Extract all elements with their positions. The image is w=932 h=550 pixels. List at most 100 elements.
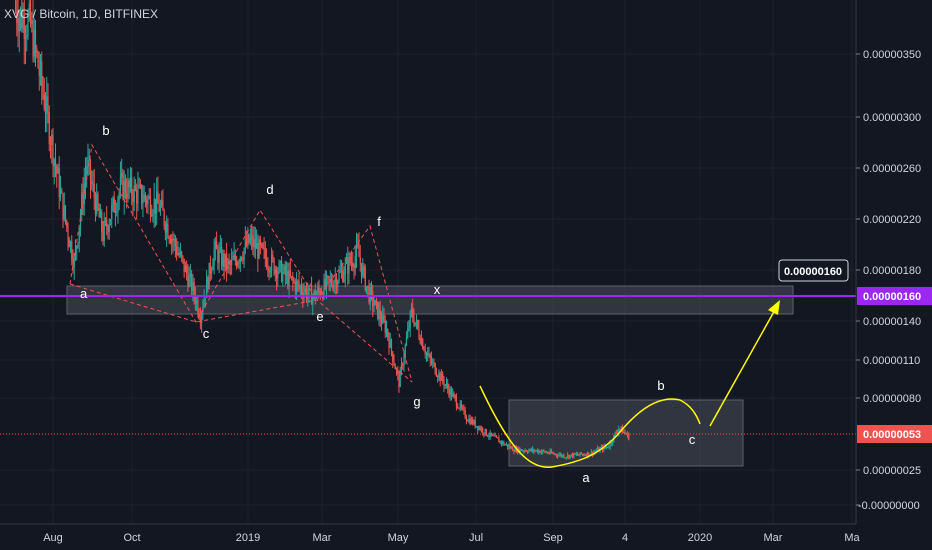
candle-body	[428, 354, 430, 356]
candle-body	[159, 205, 162, 212]
candle-body	[255, 242, 258, 249]
candle-body	[113, 197, 115, 213]
candle-body	[392, 351, 394, 362]
candle-body	[118, 192, 120, 200]
candle-body	[84, 174, 87, 184]
candle-body	[354, 256, 356, 268]
candle-body	[246, 239, 248, 246]
candle-body	[470, 419, 473, 424]
candle-body	[193, 282, 195, 296]
projection-curve[interactable]	[479, 385, 701, 469]
candle-body	[333, 282, 335, 289]
candle-body	[402, 364, 404, 366]
candle-body	[357, 244, 359, 246]
candle-body	[154, 198, 157, 214]
candle-body	[418, 327, 420, 338]
price-callout[interactable]: 0.00000160	[778, 259, 849, 282]
candle-body	[221, 246, 223, 267]
candle-body	[586, 452, 589, 457]
candle-body	[295, 280, 298, 292]
candle-body	[405, 337, 408, 346]
candle-body	[342, 270, 344, 282]
candle-body	[520, 449, 522, 451]
candle-body	[28, 3, 30, 16]
wave-label-g: g	[413, 394, 420, 409]
candle-body	[530, 448, 532, 451]
candle-body	[252, 235, 254, 248]
candle-body	[573, 453, 575, 457]
candle-body	[445, 383, 448, 385]
candle-body	[152, 213, 154, 216]
candle-body	[557, 455, 559, 457]
candle-body	[243, 248, 245, 260]
time-axis[interactable]: Aug Oct 2019 Mar May Jul Sep 4 2020 Mar …	[0, 523, 861, 544]
candle-body	[189, 273, 191, 276]
candle-body	[409, 311, 411, 328]
candle-body	[619, 428, 621, 430]
candle-body	[171, 238, 173, 243]
candle-body	[319, 290, 321, 296]
candle-body	[18, 17, 20, 32]
candle-body	[56, 166, 58, 174]
candle-body	[133, 185, 135, 203]
last-price-tag	[857, 425, 932, 443]
candle-body	[68, 239, 70, 248]
candle-body	[260, 243, 263, 246]
candle-body	[91, 181, 93, 184]
candle-body	[364, 267, 366, 291]
candle-body	[121, 172, 123, 178]
candle-body	[596, 448, 599, 451]
resistance-zone-box[interactable]	[66, 285, 794, 315]
candle-body	[32, 20, 34, 57]
candle-body	[454, 395, 456, 398]
candle-body	[101, 211, 103, 232]
wave-label-b: b	[102, 123, 109, 138]
candle-body	[417, 320, 419, 328]
candle-body	[349, 256, 351, 263]
candle-body	[624, 431, 626, 434]
candle-body	[112, 197, 114, 206]
candle-body	[448, 388, 450, 396]
candle-body	[134, 185, 137, 190]
candle-body	[598, 448, 600, 452]
candle-body	[499, 441, 501, 443]
candle-body	[335, 278, 338, 288]
projection-arrow[interactable]	[709, 307, 777, 427]
candle-body	[174, 238, 177, 247]
wave-label-d: d	[266, 182, 273, 197]
candle-body	[257, 242, 259, 259]
candle-body	[139, 184, 142, 186]
y-tick-label: 0.00000260	[863, 163, 921, 175]
candle-body	[429, 354, 431, 359]
candle-body	[359, 257, 361, 263]
candle-body	[241, 257, 243, 260]
candle-body	[585, 454, 587, 457]
callout-text: 0.00000160	[784, 266, 842, 278]
candle-body	[472, 419, 474, 425]
candle-body	[292, 276, 294, 281]
candle-body	[66, 220, 68, 227]
candle-body	[605, 446, 607, 448]
candle-body	[19, 8, 22, 18]
candle-body	[383, 315, 385, 321]
candle-body	[226, 253, 228, 269]
candle-body	[147, 197, 149, 205]
x-tick-label: 2020	[688, 532, 712, 544]
candle-body	[555, 453, 557, 456]
candle-body	[82, 192, 84, 204]
candle-body	[259, 239, 261, 246]
candle-body	[89, 159, 92, 182]
candle-body	[204, 297, 206, 299]
candle-body	[209, 262, 211, 274]
candle-body	[523, 450, 525, 452]
price-axis[interactable]: 0.00000350 0.00000300 0.00000260 0.00000…	[855, 0, 932, 550]
candle-body	[54, 159, 57, 167]
candle-body	[591, 451, 594, 455]
candle-body	[462, 407, 464, 409]
candle-body	[497, 437, 499, 439]
candle-body	[453, 393, 455, 396]
candle-body	[208, 262, 210, 289]
candle-body	[142, 201, 144, 204]
candle-body	[399, 369, 401, 387]
